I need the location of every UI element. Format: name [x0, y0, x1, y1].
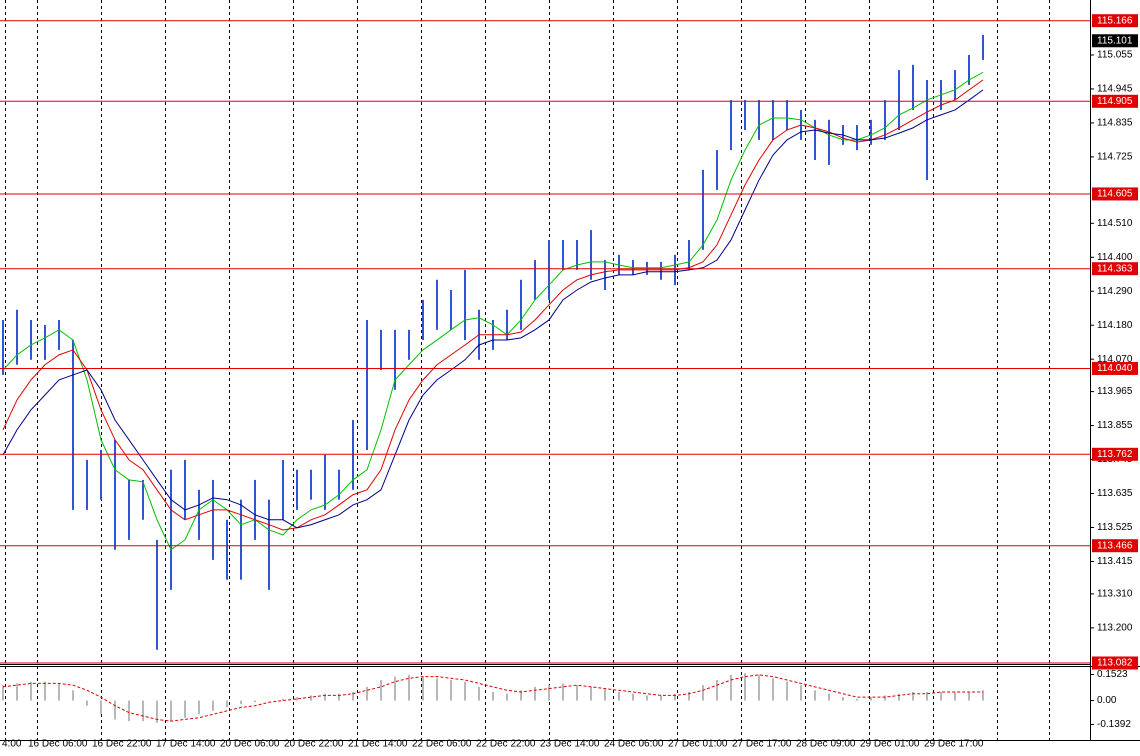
y-tick-label: 114.945	[1097, 84, 1133, 95]
y-tick-label: 113.310	[1097, 589, 1133, 600]
signal-line	[2, 674, 983, 722]
level-label-bg	[1092, 447, 1138, 461]
y-tick-label: 0.00	[1097, 695, 1117, 706]
level-label: 115.166	[1097, 15, 1133, 26]
moving-average	[2, 79, 984, 531]
current-price-label: 115.101	[1097, 35, 1133, 46]
level-label: 114.905	[1097, 96, 1133, 107]
x-tick-label: 27 Dec 17:00	[732, 739, 792, 750]
level-label-bg	[1092, 187, 1138, 201]
y-tick-label: -0.1392	[1097, 719, 1131, 730]
x-tick-label: 20 Dec 22:00	[284, 739, 344, 750]
x-tick-label: 28 Dec 09:00	[796, 739, 856, 750]
y-tick-label: 0.1523	[1097, 669, 1128, 680]
x-tick-label: 24 Dec 06:00	[604, 739, 664, 750]
level-label: 114.605	[1097, 189, 1133, 200]
y-tick-label: 114.400	[1097, 252, 1133, 263]
level-label: 113.762	[1097, 449, 1133, 460]
x-tick-label: 16 Dec 06:00	[28, 739, 88, 750]
x-tick-label: 17 Dec 14:00	[156, 739, 216, 750]
y-tick-label: 114.070	[1097, 354, 1133, 365]
y-tick-label: 113.965	[1097, 386, 1133, 397]
level-label: 113.466	[1097, 540, 1133, 551]
level-label-bg	[1092, 94, 1138, 108]
level-label-bg	[1092, 656, 1138, 670]
y-tick-label: 114.510	[1097, 218, 1133, 229]
x-tick-label: 22 Dec 06:00	[412, 739, 472, 750]
x-tick-label: 29 Dec 17:00	[924, 739, 984, 750]
y-tick-label: 114.725	[1097, 152, 1133, 163]
x-tick-label: 20 Dec 06:00	[220, 739, 280, 750]
x-tick-label: 21 Dec 14:00	[348, 739, 408, 750]
level-label: 114.040	[1097, 363, 1133, 374]
moving-average	[2, 71, 984, 551]
y-tick-label: 113.635	[1097, 488, 1133, 499]
x-tick-label: 4:00	[2, 739, 22, 750]
current-price-bg	[1092, 34, 1138, 48]
x-tick-label: 22 Dec 22:00	[476, 739, 536, 750]
moving-average	[2, 89, 984, 529]
level-label-bg	[1092, 361, 1138, 375]
level-label: 114.363	[1097, 263, 1133, 274]
y-tick-label: 115.055	[1097, 50, 1133, 61]
y-tick-label: 114.180	[1097, 320, 1133, 331]
level-label-bg	[1092, 14, 1138, 28]
x-tick-label: 27 Dec 01:00	[668, 739, 728, 750]
x-tick-label: 23 Dec 14:00	[540, 739, 600, 750]
level-label: 113.082	[1097, 658, 1133, 669]
level-label-bg	[1092, 539, 1138, 553]
y-tick-label: 113.525	[1097, 522, 1133, 533]
level-label-bg	[1092, 262, 1138, 276]
y-tick-label: 113.415	[1097, 556, 1133, 567]
y-tick-label: 114.835	[1097, 118, 1133, 129]
y-tick-label: 113.200	[1097, 623, 1133, 634]
x-tick-label: 16 Dec 22:00	[92, 739, 152, 750]
y-tick-label: 113.855	[1097, 420, 1133, 431]
y-tick-label: 114.290	[1097, 286, 1133, 297]
x-tick-label: 29 Dec 01:00	[860, 739, 920, 750]
